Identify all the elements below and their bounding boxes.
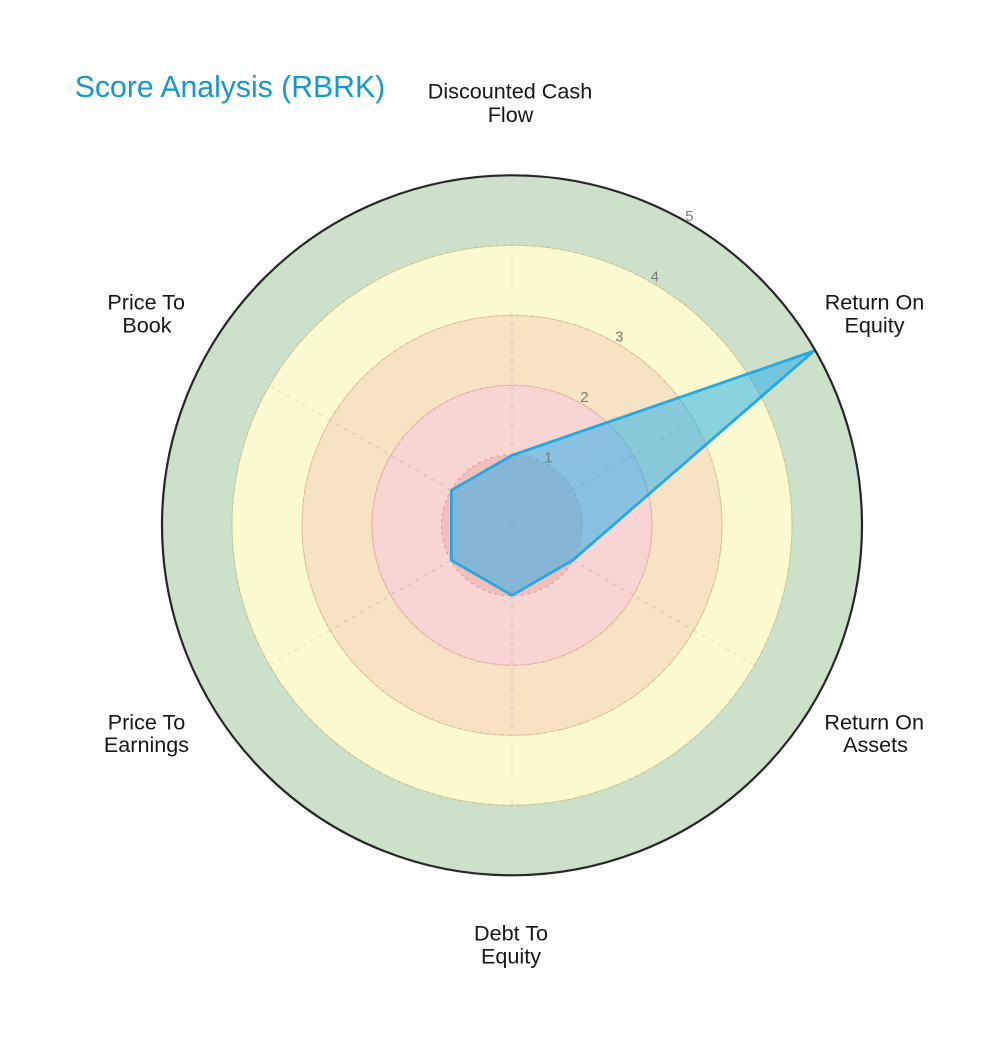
svg-text:Earnings: Earnings — [104, 732, 189, 757]
svg-text:Price To: Price To — [107, 290, 185, 315]
svg-text:Return On: Return On — [824, 709, 924, 734]
svg-text:Equity: Equity — [844, 313, 904, 338]
svg-text:5: 5 — [685, 208, 693, 225]
svg-text:Debt To: Debt To — [474, 920, 548, 945]
svg-text:Price To: Price To — [108, 709, 186, 734]
svg-text:Discounted Cash: Discounted Cash — [428, 79, 592, 104]
svg-text:Equity: Equity — [481, 943, 541, 968]
svg-text:Score Analysis (RBRK): Score Analysis (RBRK) — [75, 71, 385, 104]
svg-text:Return On: Return On — [825, 290, 925, 315]
svg-text:1: 1 — [544, 450, 552, 467]
svg-text:Book: Book — [122, 313, 171, 338]
svg-text:Assets: Assets — [843, 732, 908, 757]
svg-text:4: 4 — [651, 269, 659, 286]
svg-text:Flow: Flow — [488, 102, 534, 127]
svg-text:3: 3 — [615, 329, 623, 346]
svg-text:2: 2 — [580, 389, 588, 406]
